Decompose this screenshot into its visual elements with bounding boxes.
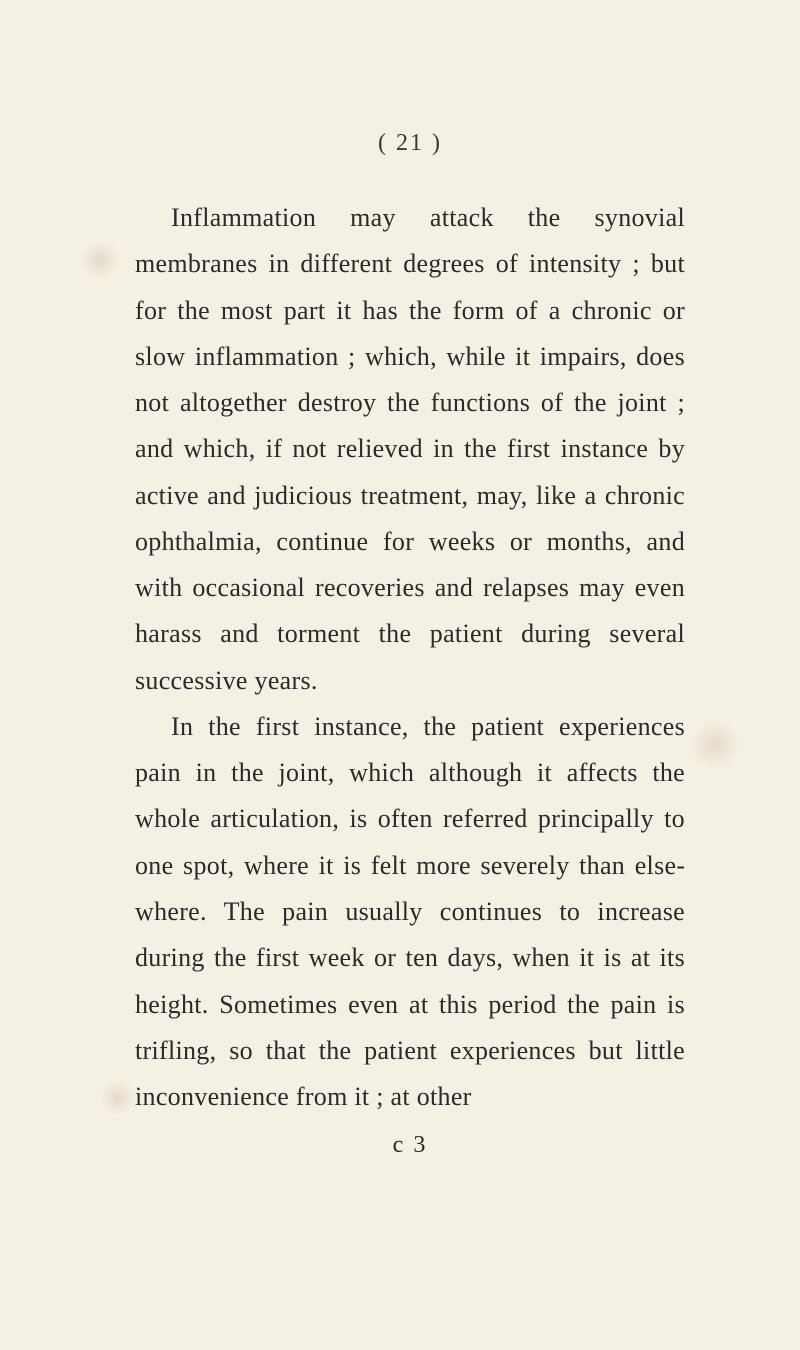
body-text: Inflammation may attack the synovial mem… [135,195,685,1120]
paragraph-1: Inflammation may attack the synovial mem… [135,195,685,704]
signature-mark: c 3 [135,1132,685,1159]
page-content: ( 21 ) Inflammation may attack the synov… [0,0,800,1219]
paragraph-2: In the first instance, the patient ex­pe… [135,704,685,1120]
page-number: ( 21 ) [135,130,685,157]
